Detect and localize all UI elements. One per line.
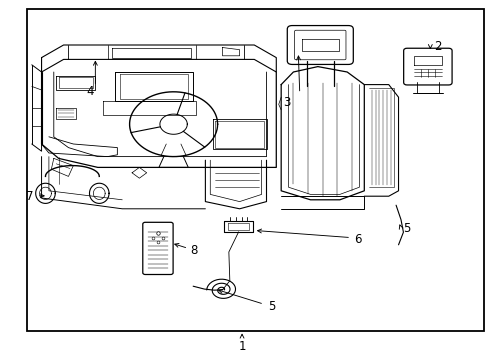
FancyBboxPatch shape <box>294 30 346 60</box>
FancyBboxPatch shape <box>142 222 173 274</box>
Text: 2: 2 <box>433 40 441 53</box>
Text: 5: 5 <box>403 222 410 235</box>
Text: 7: 7 <box>26 190 33 203</box>
FancyBboxPatch shape <box>287 26 352 64</box>
Text: 1: 1 <box>238 340 245 353</box>
FancyBboxPatch shape <box>403 48 451 85</box>
Text: 8: 8 <box>190 244 198 257</box>
Text: 4: 4 <box>86 85 94 98</box>
Text: 6: 6 <box>354 233 361 246</box>
Text: 5: 5 <box>267 300 275 313</box>
Text: 3: 3 <box>283 96 290 109</box>
Bar <box>27 9 483 331</box>
